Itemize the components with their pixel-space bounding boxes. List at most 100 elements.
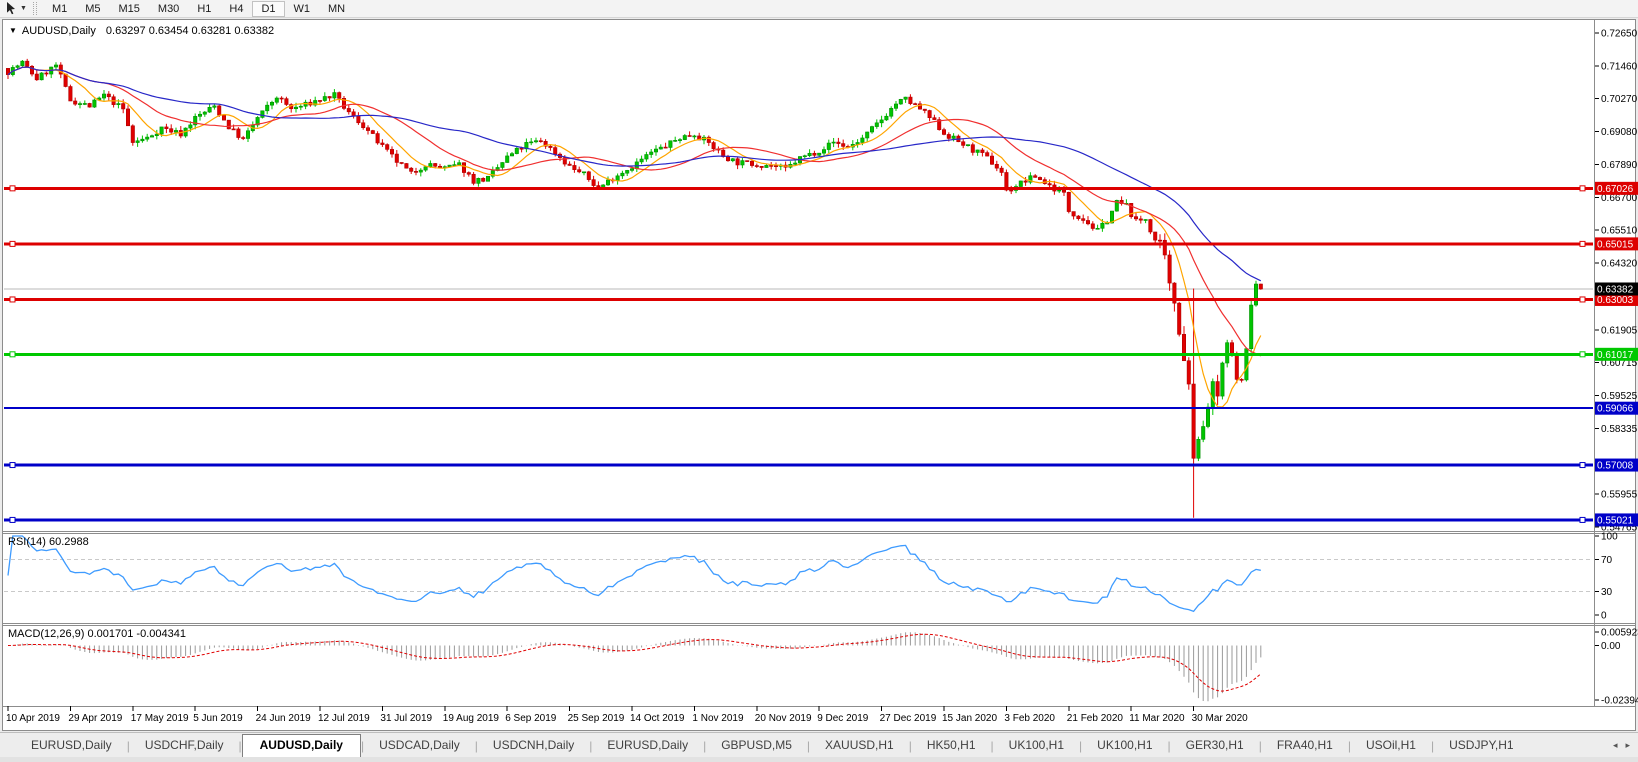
- svg-text:0.67890: 0.67890: [1601, 160, 1638, 171]
- chart-tab-usdcad-daily[interactable]: USDCAD,Daily: [379, 738, 460, 752]
- svg-text:0.72650: 0.72650: [1601, 29, 1638, 40]
- hline-endpoint-right[interactable]: [1579, 516, 1586, 523]
- tab-separator: |: [1079, 738, 1083, 753]
- svg-text:0.63003: 0.63003: [1597, 295, 1634, 306]
- svg-text:31 Jul 2019: 31 Jul 2019: [380, 713, 432, 724]
- svg-text:0.61017: 0.61017: [1597, 350, 1634, 361]
- tf-button-m30[interactable]: M30: [157, 2, 180, 15]
- svg-text:19 Aug 2019: 19 Aug 2019: [443, 713, 500, 724]
- chart-symbol-period: AUDUSD,Daily: [21, 25, 96, 37]
- cursor-arrow-icon: [7, 2, 15, 15]
- svg-text:29 Apr 2019: 29 Apr 2019: [68, 713, 122, 724]
- svg-text:1 Nov 2019: 1 Nov 2019: [692, 713, 744, 724]
- tab-scroll-right-icon[interactable]: ▸: [1625, 740, 1630, 750]
- tab-separator: |: [238, 738, 242, 753]
- svg-text:0.00: 0.00: [1601, 641, 1621, 652]
- hline-endpoint-right[interactable]: [1579, 185, 1586, 192]
- tab-separator: |: [589, 738, 593, 753]
- macd-indicator-label: MACD(12,26,9) 0.001701 -0.004341: [8, 628, 186, 640]
- ma-mid-line: [7, 66, 1262, 357]
- svg-text:0.58335: 0.58335: [1601, 424, 1638, 435]
- chart-tab-usdcnh-daily[interactable]: USDCNH,Daily: [492, 738, 575, 752]
- hline-endpoint-left[interactable]: [9, 462, 16, 469]
- svg-text:3 Feb 2020: 3 Feb 2020: [1004, 713, 1055, 724]
- svg-text:24 Jun 2019: 24 Jun 2019: [256, 713, 311, 724]
- svg-text:30 Mar 2020: 30 Mar 2020: [1192, 713, 1249, 724]
- chart-tabs-bar: EURUSD,Daily | USDCHF,Daily | AUDUSD,Daily | U…: [0, 732, 1638, 758]
- chart-tab-hk50-h1[interactable]: HK50,H1: [926, 738, 976, 752]
- cursor-tool-icon[interactable]: [3, 2, 19, 16]
- hline-endpoint-right[interactable]: [1579, 296, 1586, 303]
- date-axis[interactable]: 10 Apr 2019 29 Apr 2019 17 May 2019 5 Jun 2…: [6, 706, 1248, 724]
- svg-text:0.69080: 0.69080: [1601, 127, 1638, 138]
- svg-text:0.57008: 0.57008: [1597, 461, 1634, 472]
- price-label-box: [1595, 282, 1638, 296]
- dropdown-caret-icon[interactable]: ▼: [20, 5, 27, 12]
- tf-button-m5[interactable]: M5: [85, 2, 101, 15]
- tab-separator: |: [1430, 738, 1435, 753]
- tab-separator: |: [703, 738, 707, 753]
- svg-text:0.55955: 0.55955: [1601, 490, 1638, 501]
- chart-tab-gbpusd-m5[interactable]: GBPUSD,M5: [721, 738, 792, 752]
- tf-button-d1[interactable]: D1: [252, 0, 285, 17]
- chart-tab-usdjpy-h1[interactable]: USDJPY,H1: [1449, 738, 1514, 752]
- macd-signal-line: [7, 633, 1262, 692]
- svg-text:0.64320: 0.64320: [1601, 259, 1638, 270]
- tf-button-m15[interactable]: M15: [118, 2, 140, 15]
- hline-endpoint-left[interactable]: [9, 240, 16, 247]
- svg-text:0.59525: 0.59525: [1601, 391, 1638, 402]
- rsi-indicator-label: RSI(14) 60.2988: [8, 536, 89, 548]
- svg-text:0.71460: 0.71460: [1601, 61, 1638, 72]
- svg-text:0.66700: 0.66700: [1601, 193, 1638, 204]
- hline-endpoint-right[interactable]: [1579, 462, 1586, 469]
- svg-text:6 Sep 2019: 6 Sep 2019: [505, 713, 557, 724]
- chart-tab-usdchf-daily[interactable]: USDCHF,Daily: [144, 738, 224, 752]
- tab-separator: |: [990, 738, 994, 753]
- price-label-box: [1595, 458, 1638, 472]
- chart-title: ▼ AUDUSD,Daily 0.63297 0.63454 0.63281 0.6…: [9, 25, 274, 37]
- hline-endpoint-left[interactable]: [9, 296, 16, 303]
- hline-endpoint-left[interactable]: [9, 185, 16, 192]
- chart-tab-xauusd-h1[interactable]: XAUUSD,H1: [825, 738, 894, 752]
- svg-text:0.59066: 0.59066: [1597, 404, 1634, 415]
- tf-button-h1[interactable]: H1: [197, 2, 212, 15]
- tab-scroll-left-icon[interactable]: ◂: [1612, 740, 1618, 750]
- price-label-box: [1595, 237, 1638, 251]
- chart-tab-eurusd-daily[interactable]: EURUSD,Daily: [31, 738, 112, 752]
- chart-tab-fra40-h1[interactable]: FRA40,H1: [1276, 738, 1333, 752]
- chart-tab-usoil-h1[interactable]: USOil,H1: [1365, 738, 1416, 752]
- tab-separator: |: [474, 738, 478, 753]
- svg-text:0: 0: [1601, 611, 1607, 622]
- tf-button-m1[interactable]: M1: [51, 2, 68, 15]
- collapse-triangle-icon[interactable]: ▼: [9, 26, 17, 35]
- ma-slow-line: [7, 66, 1262, 282]
- hline-endpoint-right[interactable]: [1579, 351, 1586, 358]
- tab-separator: |: [360, 738, 365, 753]
- svg-text:14 Oct 2019: 14 Oct 2019: [630, 713, 685, 724]
- tf-button-w1[interactable]: W1: [293, 2, 311, 15]
- tab-scroll-buttons: ◂ ▸: [1613, 740, 1630, 751]
- hline-endpoint-left[interactable]: [9, 516, 16, 523]
- chart-tab-uk100-h1[interactable]: UK100,H1: [1097, 738, 1153, 752]
- rsi-line: [7, 535, 1261, 613]
- tab-separator: |: [1258, 738, 1262, 753]
- svg-text:0.005923: 0.005923: [1601, 628, 1638, 639]
- hline-endpoint-left[interactable]: [9, 351, 16, 358]
- svg-text:11 Mar 2020: 11 Mar 2020: [1129, 713, 1185, 724]
- chart-tab-uk100-h1[interactable]: UK100,H1: [1008, 738, 1065, 752]
- macd-histogram: [12, 632, 1262, 702]
- tf-button-h4[interactable]: H4: [229, 2, 244, 15]
- hline-endpoint-right[interactable]: [1579, 240, 1586, 247]
- chart-tab-audusd-daily[interactable]: AUDUSD,Daily: [241, 733, 361, 758]
- price-axis[interactable]: 0.72650 0.71460 0.70270 0.69080 0.67890 0.667…: [1595, 29, 1638, 707]
- svg-text:0.63382: 0.63382: [1597, 284, 1634, 295]
- chart-tab-ger30-h1[interactable]: GER30,H1: [1185, 738, 1244, 752]
- svg-text:100: 100: [1601, 532, 1618, 543]
- tf-button-mn[interactable]: MN: [328, 2, 346, 15]
- price-label-box: [1595, 401, 1638, 415]
- svg-text:0.65015: 0.65015: [1597, 239, 1634, 250]
- tab-separator: |: [1347, 738, 1351, 753]
- tab-separator: |: [908, 738, 912, 753]
- chart-tab-eurusd-daily[interactable]: EURUSD,Daily: [607, 738, 689, 752]
